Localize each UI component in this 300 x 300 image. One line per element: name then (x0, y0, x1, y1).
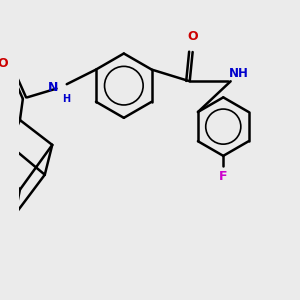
Text: F: F (219, 170, 227, 184)
Text: O: O (0, 57, 8, 70)
Text: H: H (62, 94, 70, 104)
Text: O: O (187, 30, 198, 43)
Text: NH: NH (229, 68, 249, 80)
Text: N: N (48, 81, 58, 94)
